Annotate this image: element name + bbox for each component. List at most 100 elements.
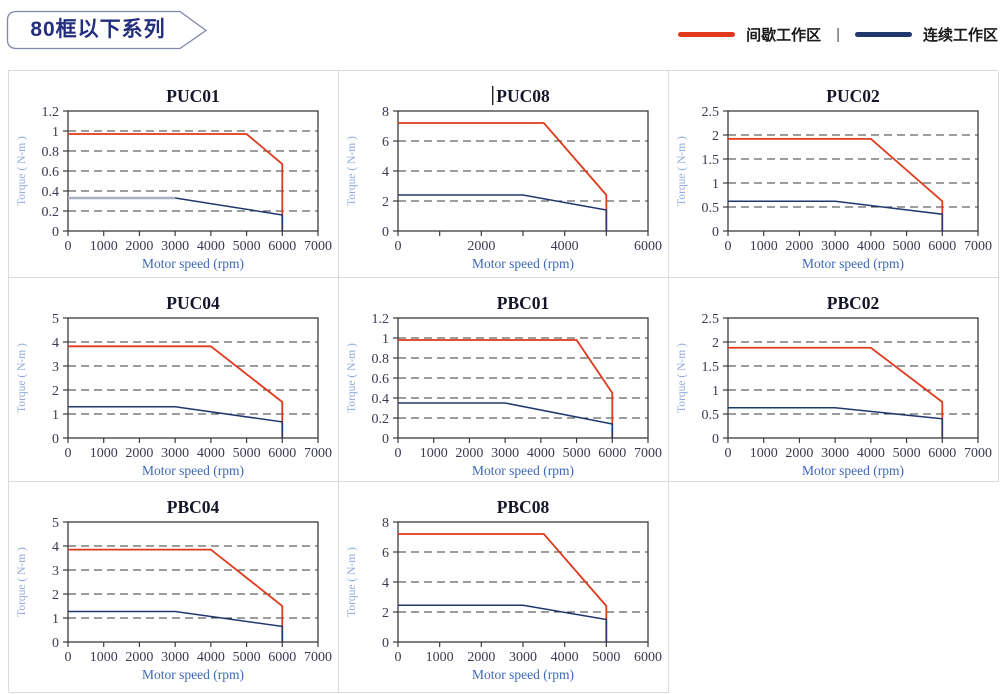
- y-tick-label: 2: [52, 384, 59, 399]
- intermittent-line: [68, 548, 284, 642]
- y-tick-label: 0.8: [42, 145, 60, 160]
- x-tick-label: 6000: [268, 446, 296, 461]
- x-tick-label: 2000: [125, 239, 153, 254]
- y-tick-label: 1.5: [702, 360, 720, 375]
- intermittent-line: [398, 339, 614, 438]
- x-tick-label: 5000: [893, 239, 921, 254]
- continuous-line: [728, 200, 944, 231]
- y-tick-label: 2: [382, 195, 389, 210]
- series-badge-label: 80框以下系列: [30, 18, 166, 41]
- y-tick-label: 0.5: [702, 201, 720, 216]
- legend-separator: |: [836, 25, 840, 43]
- y-tick-label: 0.2: [42, 205, 60, 220]
- y-tick-label: 0: [52, 636, 59, 651]
- x-tick-label: 0: [725, 446, 732, 461]
- y-tick-label: 3: [52, 360, 59, 375]
- x-tick-label: 1000: [750, 239, 778, 254]
- plot-border: [727, 317, 979, 439]
- x-axis-label: Motor speed (rpm): [472, 667, 574, 682]
- x-tick-label: 1000: [90, 446, 118, 461]
- y-axis-label: Torque ( N-m ): [346, 547, 358, 617]
- y-tick-label: 3: [52, 564, 59, 579]
- y-tick-label: 1: [52, 408, 59, 423]
- chart-pbc08: 0 2 4 6 8 0 1000 2000 3000 4000 5000 6000 PBC08 Torqu…: [346, 497, 662, 682]
- continuous-line: [728, 407, 944, 438]
- y-axis-label: Torque ( N-m ): [346, 136, 358, 206]
- chart-pbc04: 0 1 2 3 4 5 0 1000 2000 3000 4000 5000 6000 7000 PBC04…: [16, 497, 332, 682]
- y-tick-label: 0.8: [372, 352, 390, 367]
- x-tick-label: 0: [65, 446, 72, 461]
- continuous-line: [68, 610, 284, 642]
- y-tick-label: 8: [382, 105, 389, 120]
- continuous-line: [175, 197, 284, 231]
- x-tick-label: 7000: [304, 446, 332, 461]
- continuous-line: [398, 402, 614, 438]
- legend-intermittent-swatch: [678, 31, 736, 37]
- x-tick-label: 6000: [634, 239, 662, 254]
- y-tick-label: 2.5: [702, 105, 720, 120]
- x-tick-label: 2000: [455, 446, 483, 461]
- x-tick-label: 0: [65, 239, 72, 254]
- x-axis-label: Motor speed (rpm): [472, 256, 574, 271]
- intermittent-line: [68, 133, 284, 231]
- y-tick-label: 5: [52, 312, 59, 327]
- x-tick-label: 4000: [551, 239, 579, 254]
- y-tick-label: 4: [382, 165, 389, 180]
- chart-cell-pbc08: 0 2 4 6 8 0 1000 2000 3000 4000 5000 6000 PBC08 Torqu…: [339, 482, 669, 693]
- x-tick-label: 7000: [634, 446, 662, 461]
- y-tick-label: 2: [382, 606, 389, 621]
- x-tick-label: 3000: [821, 446, 849, 461]
- x-axis-label: Motor speed (rpm): [802, 463, 904, 478]
- x-tick-label: 1000: [420, 446, 448, 461]
- x-tick-label: 0: [395, 650, 402, 665]
- y-tick-label: 1: [52, 125, 59, 140]
- x-tick-label: 5000: [233, 650, 261, 665]
- x-tick-label: 6000: [634, 650, 662, 665]
- chart-pbc01: 0 0.2 0.4 0.6 0.8 1 1.2 0 1000 2000 3000 4000 5000 60…: [346, 293, 662, 478]
- plot-border: [727, 110, 979, 232]
- legend-continuous-label: 连续工作区: [922, 26, 998, 44]
- x-tick-label: 0: [65, 650, 72, 665]
- x-tick-label: 3000: [821, 239, 849, 254]
- y-tick-label: 0.5: [702, 408, 720, 423]
- chart-title: PUC04: [166, 293, 220, 313]
- y-tick-label: 1: [712, 384, 719, 399]
- y-tick-label: 8: [382, 516, 389, 531]
- x-tick-label: 7000: [964, 446, 992, 461]
- chart-title: PUC02: [826, 86, 879, 106]
- x-tick-label: 4000: [527, 446, 555, 461]
- chart-cell-puc04: 0 1 2 3 4 5 0 1000 2000 3000 4000 5000 6000 7000 PUC04…: [9, 278, 339, 482]
- chart-cell-puc08: 0 2 4 6 8 0 2000 4000 6000 PUC08 Torque ( N-m ) Mot…: [339, 71, 669, 278]
- x-tick-label: 6000: [598, 446, 626, 461]
- x-tick-label: 3000: [491, 446, 519, 461]
- y-axis-label: Torque ( N-m ): [16, 343, 28, 413]
- x-tick-label: 0: [395, 239, 402, 254]
- continuous-line: [68, 406, 284, 438]
- x-axis-label: Motor speed (rpm): [142, 256, 244, 271]
- y-axis-label: Torque ( N-m ): [676, 343, 688, 413]
- chart-puc01: 0 0.2 0.4 0.6 0.8 1 1.2 0 1000 2000 3000 4000 5000 60…: [16, 86, 332, 271]
- x-tick-label: 3000: [161, 239, 189, 254]
- badge-border: [6, 10, 208, 50]
- y-tick-label: 0: [712, 225, 719, 240]
- x-tick-label: 0: [395, 446, 402, 461]
- x-tick-label: 2000: [785, 239, 813, 254]
- y-tick-label: 0.6: [42, 165, 60, 180]
- y-tick-label: 1.2: [42, 105, 60, 120]
- x-tick-label: 1000: [90, 650, 118, 665]
- y-tick-label: 4: [52, 336, 59, 351]
- y-tick-label: 1.5: [702, 153, 720, 168]
- chart-title: PBC02: [827, 293, 880, 313]
- chart-title: PUC08: [496, 86, 550, 106]
- y-tick-label: 2: [712, 336, 719, 351]
- series-badge: 80框以下系列: [4, 10, 208, 50]
- y-tick-label: 0.6: [372, 372, 390, 387]
- plot-border: [67, 317, 319, 439]
- y-tick-label: 2.5: [702, 312, 720, 327]
- chart-cell-pbc01: 0 0.2 0.4 0.6 0.8 1 1.2 0 1000 2000 3000 4000 5000 60…: [339, 278, 669, 482]
- y-tick-label: 0: [712, 432, 719, 447]
- x-tick-label: 4000: [857, 239, 885, 254]
- y-tick-label: 6: [382, 135, 389, 150]
- y-axis-label: Torque ( N-m ): [676, 136, 688, 206]
- x-tick-label: 6000: [268, 239, 296, 254]
